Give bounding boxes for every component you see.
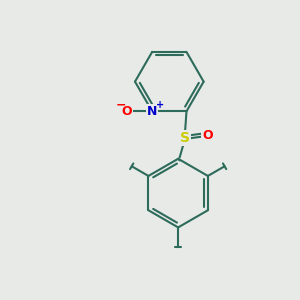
Text: N: N	[147, 105, 157, 118]
Text: O: O	[202, 129, 213, 142]
Text: −: −	[116, 98, 126, 111]
Text: O: O	[122, 105, 132, 118]
Text: +: +	[155, 100, 164, 110]
Text: S: S	[180, 131, 190, 145]
